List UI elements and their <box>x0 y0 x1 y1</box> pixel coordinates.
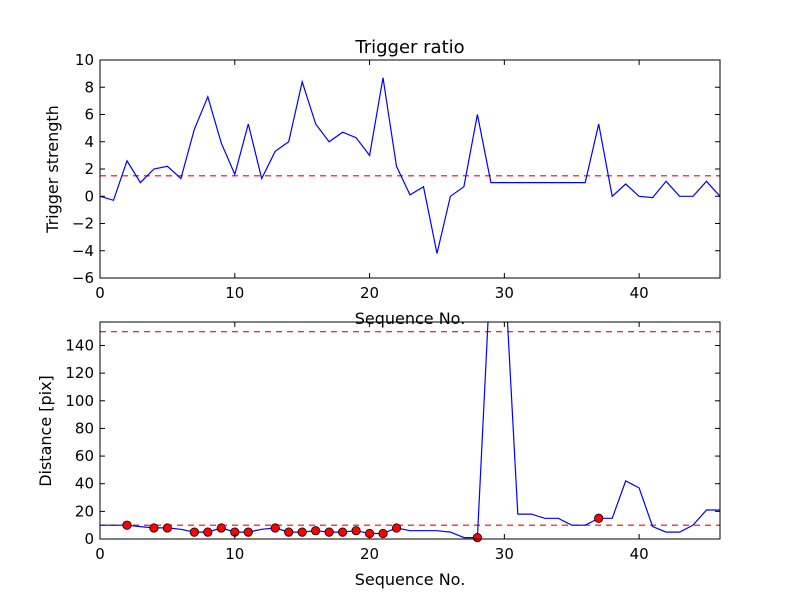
y-axis-label: Trigger strength <box>43 105 62 234</box>
data-point-marker <box>149 523 159 533</box>
y-axis-label: Distance [pix] <box>36 375 55 487</box>
x-tick-label: 0 <box>95 545 105 563</box>
data-point-marker <box>338 527 348 537</box>
series-line <box>100 77 720 254</box>
y-tick-label: 100 <box>65 392 94 410</box>
data-point-marker <box>203 527 213 537</box>
y-tick-label: 120 <box>65 364 94 382</box>
x-tick-label: 10 <box>225 545 244 563</box>
y-tick-label: 20 <box>75 502 94 520</box>
data-point-marker <box>216 523 226 533</box>
series-line <box>100 322 720 539</box>
data-point-marker <box>472 533 482 543</box>
data-point-marker <box>391 523 402 533</box>
y-tick-label: 140 <box>65 336 94 354</box>
x-tick-label: 20 <box>360 284 379 302</box>
data-point-marker <box>594 513 604 523</box>
x-tick-label: 10 <box>225 284 244 302</box>
y-tick-label: −2 <box>72 215 94 233</box>
x-tick-label: 40 <box>630 284 649 302</box>
chart-title: Trigger ratio <box>354 37 464 58</box>
data-point-marker <box>189 527 199 537</box>
y-tick-label: −4 <box>72 242 94 260</box>
data-point-marker <box>162 523 172 533</box>
x-tick-label: 30 <box>495 545 514 563</box>
y-tick-label: 0 <box>84 530 94 548</box>
data-point-marker <box>270 523 280 533</box>
data-point-marker <box>324 527 334 537</box>
y-tick-label: 8 <box>84 78 94 96</box>
y-tick-label: −6 <box>72 269 94 287</box>
y-tick-label: 40 <box>75 475 94 493</box>
data-point-marker <box>378 528 388 539</box>
y-tick-label: 0 <box>84 187 94 205</box>
data-point-marker <box>122 520 132 530</box>
x-tick-label: 0 <box>95 284 105 302</box>
x-axis-label: Sequence No. <box>355 570 466 589</box>
x-tick-label: 30 <box>495 284 514 302</box>
y-tick-label: 60 <box>75 447 94 465</box>
data-point-marker <box>311 526 321 536</box>
data-point-marker <box>297 527 307 537</box>
y-tick-label: 10 <box>75 51 94 69</box>
y-tick-label: 4 <box>84 133 94 151</box>
data-point-marker <box>351 526 361 536</box>
y-tick-label: 80 <box>75 419 94 437</box>
x-axis-label: Sequence No. <box>355 309 466 328</box>
y-tick-label: 2 <box>84 160 94 178</box>
x-tick-label: 20 <box>360 545 379 563</box>
trigger-ratio-panel: Trigger ratio Trigger strength Sequence … <box>43 37 721 328</box>
data-point-marker <box>284 527 294 537</box>
data-point-marker <box>243 527 253 537</box>
x-tick-label: 40 <box>630 545 649 563</box>
plot-frame <box>99 321 721 540</box>
plot-frame <box>99 59 721 279</box>
distance-panel: Distance [pix] Sequence No. 0 10 20 30 40 0 20… <box>36 321 721 589</box>
y-tick-label: 6 <box>84 106 94 124</box>
